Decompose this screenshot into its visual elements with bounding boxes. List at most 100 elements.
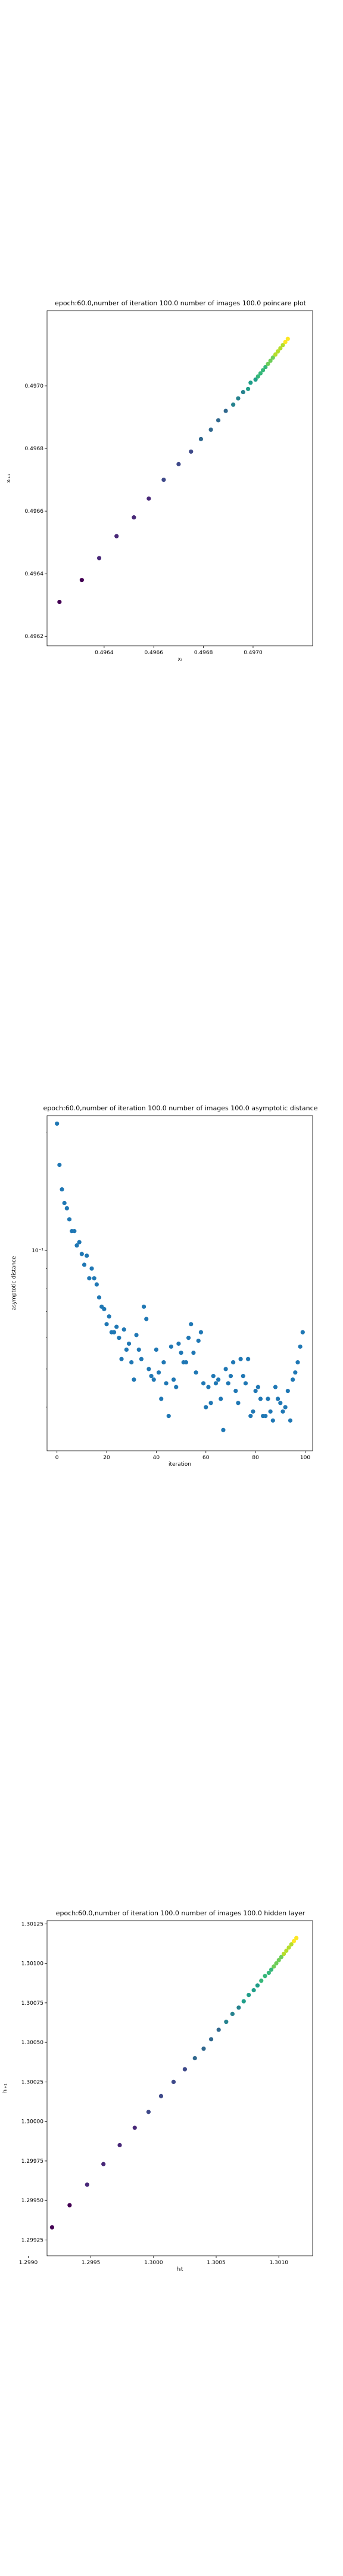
data-point — [85, 1253, 89, 1258]
data-point — [72, 1229, 77, 1234]
data-point — [251, 1988, 256, 1993]
data-point — [298, 1344, 303, 1349]
data-point — [174, 1385, 179, 1389]
x-tick-label: 1.3005 — [207, 2260, 226, 2266]
data-point — [266, 361, 270, 366]
data-point — [253, 1388, 258, 1394]
chart-title: epoch:60.0,number of iteration 100.0 num… — [43, 1104, 318, 1112]
data-point — [208, 1401, 213, 1405]
data-point — [263, 364, 268, 370]
y-axis: 0.4962 0.4964 0.4966 0.4968 0.4970 — [25, 383, 47, 640]
data-point — [194, 1370, 198, 1375]
data-point — [204, 1405, 208, 1410]
data-point — [274, 1961, 279, 1966]
x-tick-label: 1.2995 — [82, 2260, 101, 2266]
data-point — [270, 1418, 275, 1423]
data-point — [159, 1397, 164, 1401]
data-point — [263, 1414, 268, 1419]
data-point — [261, 368, 266, 373]
x-tick-label: 0.4966 — [144, 650, 163, 656]
data-point — [226, 1381, 230, 1386]
data-point — [285, 1388, 290, 1394]
chart-title: epoch:60.0,number of iteration 100.0 num… — [55, 299, 307, 307]
y-tick-label: 0.4966 — [25, 509, 44, 515]
data-point — [146, 2110, 151, 2114]
data-point — [117, 2142, 122, 2148]
data-point — [253, 377, 258, 382]
data-point — [74, 1243, 79, 1248]
x-tick-label: 0.4970 — [244, 650, 263, 656]
data-point — [291, 1939, 297, 1944]
data-point — [146, 496, 151, 501]
y-tick-label: 0.4968 — [25, 446, 44, 452]
data-point — [211, 1374, 216, 1379]
data-point — [294, 1936, 299, 1940]
data-point — [219, 1397, 223, 1401]
data-point — [171, 1377, 176, 1382]
data-point — [62, 1200, 67, 1206]
data-point — [114, 534, 119, 538]
data-point — [77, 1240, 82, 1244]
data-point — [291, 1377, 295, 1382]
data-point — [156, 1370, 161, 1375]
x-axis-label: xᵢ — [178, 657, 182, 662]
data-point — [124, 1347, 129, 1352]
data-point — [269, 1967, 274, 1972]
data-point — [289, 1942, 294, 1947]
data-point — [198, 1330, 204, 1335]
data-point — [189, 1322, 194, 1327]
data-point — [268, 1409, 273, 1414]
data-point — [151, 1377, 156, 1382]
data-point — [96, 1295, 102, 1300]
data-point — [208, 427, 213, 432]
data-point — [161, 478, 166, 482]
data-point — [79, 1252, 84, 1256]
data-point — [231, 1360, 236, 1365]
x-tick-label: 80 — [252, 1455, 259, 1461]
x-tick-label: 60 — [202, 1455, 210, 1461]
data-points — [57, 336, 290, 605]
data-point — [154, 1347, 159, 1352]
data-point — [85, 2182, 89, 2187]
data-point — [186, 1336, 191, 1340]
data-point — [259, 1979, 264, 1983]
y-tick-label: 1.30125 — [21, 1921, 43, 1927]
data-points — [55, 1121, 305, 1432]
data-point — [266, 1397, 270, 1401]
data-point — [64, 1206, 69, 1210]
data-point — [285, 336, 290, 341]
data-point — [87, 1276, 92, 1281]
data-point — [280, 1409, 285, 1414]
data-point — [132, 515, 136, 520]
data-point — [286, 1945, 291, 1950]
data-point — [102, 1306, 107, 1311]
data-point — [263, 1974, 267, 1979]
data-point — [278, 346, 283, 351]
data-point — [230, 2011, 235, 2017]
data-points — [49, 1936, 299, 2230]
data-point — [191, 1350, 196, 1355]
data-point — [132, 1377, 136, 1382]
data-point — [282, 1952, 286, 1956]
data-point — [60, 1187, 64, 1192]
y-tick-label: 0.4962 — [25, 634, 44, 640]
asymptotic-distance-chart: epoch:60.0,number of iteration 100.0 num… — [11, 1104, 318, 1467]
data-point — [255, 1385, 260, 1389]
y-tick-label: 1.29925 — [21, 2237, 43, 2243]
data-point — [67, 1217, 72, 1222]
data-point — [158, 2094, 164, 2098]
data-point — [101, 2162, 106, 2166]
data-point — [238, 1357, 243, 1361]
data-point — [161, 1360, 166, 1365]
data-point — [171, 2079, 176, 2084]
data-point — [236, 396, 241, 401]
y-tick-label: 1.30000 — [21, 2119, 43, 2125]
data-point — [111, 1330, 117, 1335]
plot-frame — [46, 1920, 313, 2256]
data-point — [149, 1374, 154, 1379]
y-tick-label: 1.29950 — [21, 2198, 43, 2204]
data-point — [201, 2046, 206, 2051]
x-axis: 0.4964 0.4966 0.4968 0.4970 — [95, 646, 263, 656]
data-point — [146, 1367, 151, 1371]
data-point — [247, 1992, 251, 1998]
